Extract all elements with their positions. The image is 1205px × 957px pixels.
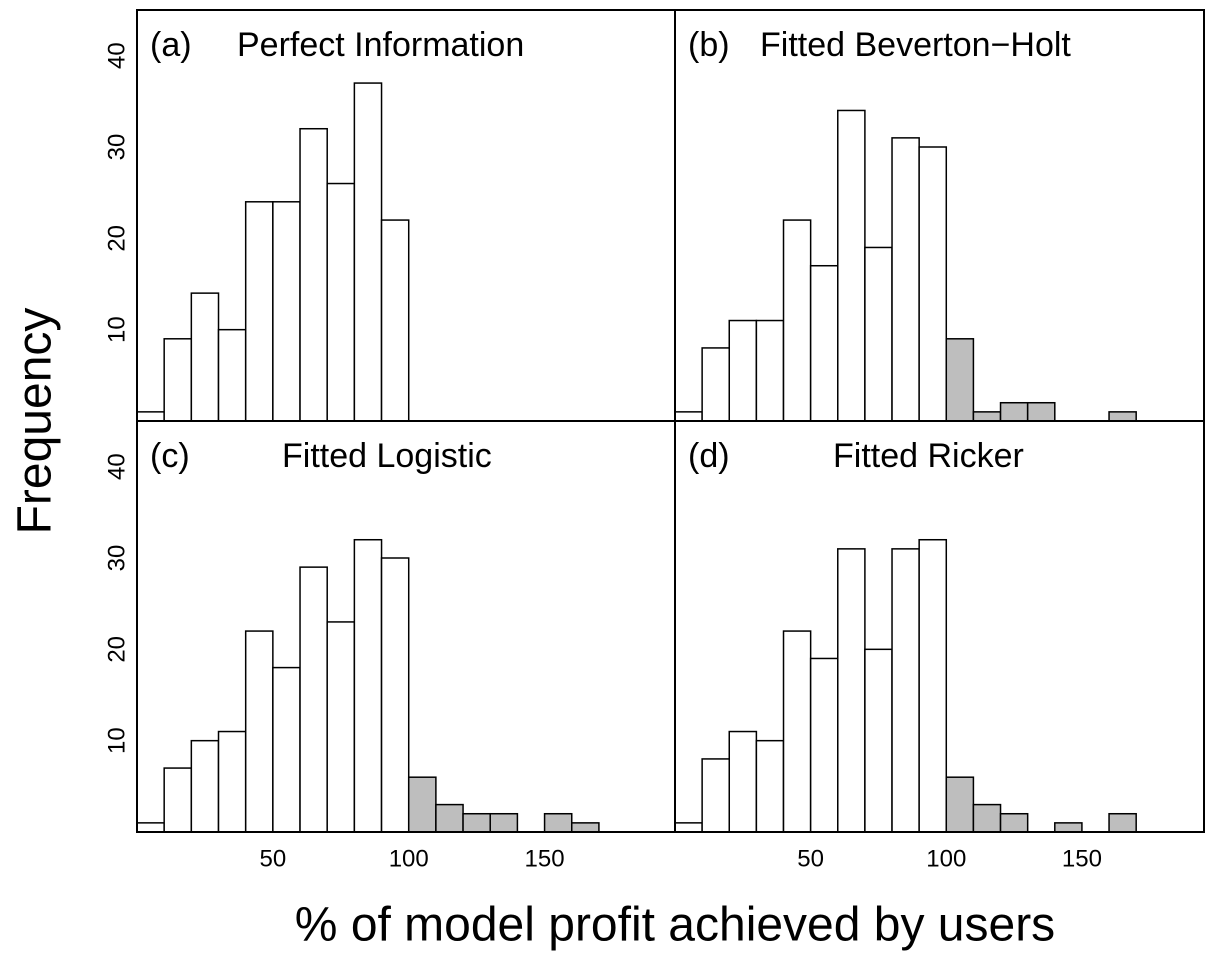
bar (837, 109, 866, 422)
panel-label: (d) (688, 437, 730, 475)
bar (272, 666, 301, 833)
y-axis-label: Frequency (9, 308, 62, 535)
y-tick-label: 40 (103, 42, 130, 69)
bar (244, 201, 274, 422)
bar (701, 758, 731, 833)
panel-title: Perfect Information (237, 26, 524, 64)
bar (353, 82, 383, 422)
y-tick-label: 10 (103, 316, 130, 343)
panel-label: (a) (150, 26, 192, 64)
y-tick-label: 10 (103, 727, 130, 754)
bar (543, 812, 573, 833)
bar (1026, 401, 1056, 422)
panel-label: (b) (688, 26, 730, 64)
bar (945, 776, 975, 833)
bar (1054, 822, 1083, 833)
bar (728, 730, 758, 833)
bar (380, 557, 410, 833)
bar (918, 146, 948, 422)
x-tick-label: 100 (389, 845, 429, 872)
bar (1108, 411, 1137, 422)
bar (190, 292, 220, 422)
bar (407, 776, 437, 833)
bar (972, 411, 1002, 422)
bar (299, 566, 328, 833)
bar (755, 739, 785, 833)
bar (163, 767, 193, 833)
bar (435, 803, 464, 833)
bar (462, 812, 491, 833)
y-tick-label: 40 (103, 453, 130, 480)
bar (136, 822, 165, 833)
x-axis-label: % of model profit achieved by users (295, 899, 1055, 952)
bar (701, 347, 731, 422)
bar (782, 630, 812, 833)
bar (999, 812, 1029, 833)
x-tick-label: 150 (525, 845, 565, 872)
y-tick-label: 20 (103, 636, 130, 663)
bar (809, 264, 839, 422)
bar (837, 548, 866, 833)
bar (1108, 812, 1137, 833)
bar (353, 538, 383, 833)
bar (891, 548, 920, 833)
bar (755, 319, 785, 422)
bar (136, 411, 165, 422)
y-tick-label: 20 (103, 225, 130, 252)
bar (809, 657, 839, 833)
y-tick-label: 30 (103, 134, 130, 161)
panel-title: Fitted Ricker (833, 437, 1024, 475)
bar (891, 137, 920, 422)
bar (326, 182, 356, 422)
panel-frame (674, 420, 1205, 833)
x-tick-label: 50 (260, 845, 287, 872)
panel-title: Fitted Beverton−Holt (760, 26, 1071, 64)
bar (972, 803, 1002, 833)
bar (570, 822, 600, 833)
bar (674, 411, 703, 422)
bar (999, 401, 1029, 422)
x-tick-label: 50 (797, 845, 824, 872)
bar (217, 328, 247, 422)
bar (163, 338, 193, 422)
bar (674, 822, 703, 833)
panel-label: (c) (150, 437, 190, 475)
bar (489, 812, 519, 833)
bar (299, 127, 328, 422)
bar (217, 730, 247, 833)
y-tick-label: 30 (103, 545, 130, 572)
bar (272, 201, 301, 422)
bar (244, 630, 274, 833)
bar (782, 219, 812, 422)
bar (864, 246, 893, 422)
panel-title: Fitted Logistic (282, 437, 492, 475)
bar (326, 621, 356, 833)
bar (945, 338, 975, 422)
bar (190, 739, 220, 833)
x-tick-label: 150 (1062, 845, 1102, 872)
bar (728, 319, 758, 422)
x-tick-label: 100 (926, 845, 966, 872)
bar (864, 648, 893, 833)
bar (918, 538, 948, 833)
bar (380, 219, 410, 422)
